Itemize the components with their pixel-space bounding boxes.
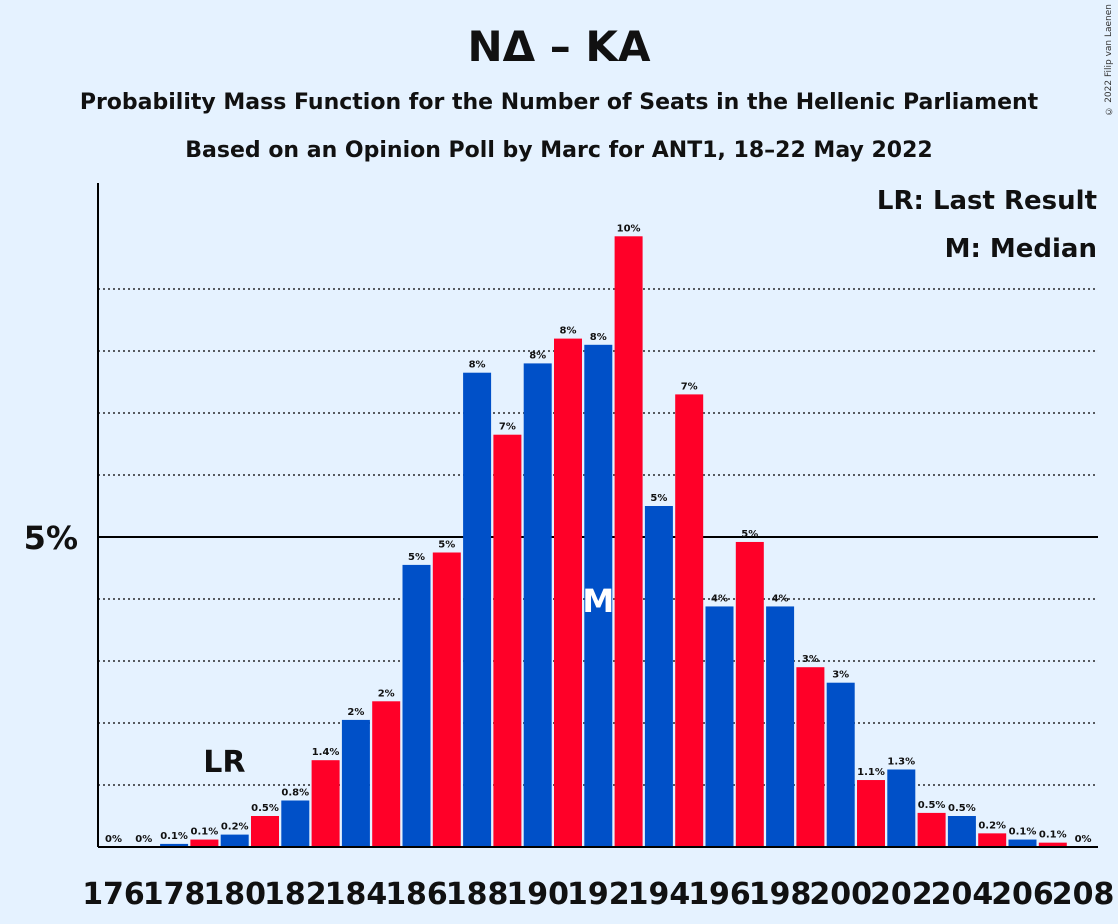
x-tick-label: 178 [143, 877, 206, 912]
data-label: 0.1% [1009, 827, 1037, 838]
data-label: 1.4% [312, 747, 340, 758]
data-label: 3% [832, 670, 849, 681]
data-label: 0.5% [251, 803, 279, 814]
bar-seat-202 [887, 769, 916, 847]
bar-seat-190 [523, 363, 552, 847]
bar-seat-207 [1038, 842, 1067, 847]
bar-seat-205 [978, 833, 1007, 847]
data-label: 5% [741, 529, 758, 540]
bar-seat-182 [281, 800, 310, 847]
x-tick-label: 190 [506, 877, 569, 912]
data-label: 10% [617, 223, 641, 234]
data-label: 0.5% [948, 803, 976, 814]
bar-seat-191 [554, 338, 582, 847]
median-marker: M [582, 582, 614, 620]
bar-seat-193 [614, 236, 643, 848]
bar-seat-206 [1008, 839, 1037, 847]
x-tick-label: 204 [931, 877, 994, 912]
bar-seat-195 [675, 394, 704, 847]
data-label: 0.8% [281, 788, 309, 799]
bar-seat-200 [826, 682, 855, 847]
data-label: 1.3% [887, 757, 915, 768]
bar-seat-199 [796, 667, 825, 847]
data-label: 2% [378, 688, 395, 699]
bar-seat-179 [190, 839, 219, 847]
data-label: 4% [772, 593, 789, 604]
x-tick-label: 208 [1052, 877, 1115, 912]
x-tick-label: 186 [385, 877, 448, 912]
data-label: 0.1% [160, 831, 188, 842]
bar-seat-181 [251, 816, 279, 847]
bar-seat-186 [402, 564, 431, 847]
data-label: 5% [408, 552, 425, 563]
data-label: 8% [560, 326, 577, 337]
bar-seat-192 [584, 344, 613, 847]
bar-seat-197 [735, 541, 764, 847]
bar-seat-194 [644, 506, 673, 847]
bar-seat-188 [463, 372, 492, 847]
chart-subtitle-2: Based on an Opinion Poll by Marc for ANT… [185, 138, 933, 163]
x-tick-label: 202 [870, 877, 933, 912]
last-result-marker: LR [203, 745, 245, 780]
data-label: 8% [590, 332, 607, 343]
x-tick-label: 176 [82, 877, 145, 912]
data-label: 0.2% [978, 820, 1006, 831]
data-label: 0.2% [221, 822, 249, 833]
x-tick-label: 184 [325, 877, 388, 912]
x-tick-label: 188 [446, 877, 509, 912]
x-tick-label: 182 [264, 877, 327, 912]
bar-seat-183 [311, 760, 340, 847]
data-label: 1.1% [857, 767, 885, 778]
x-tick-label: 200 [809, 877, 872, 912]
bar-seat-204 [947, 816, 976, 847]
data-label: 0% [135, 834, 152, 845]
chart-subtitle-1: Probability Mass Function for the Number… [79, 90, 1039, 115]
data-label: 0.5% [918, 800, 946, 811]
bar-seat-178 [160, 843, 189, 847]
legend-median: M: Median [945, 234, 1097, 264]
bar-seat-201 [857, 780, 885, 847]
data-label: 8% [469, 360, 486, 371]
x-tick-label: 206 [991, 877, 1054, 912]
bar-seat-189 [493, 434, 522, 847]
data-label: 0.1% [191, 827, 219, 838]
bar-seat-198 [766, 606, 795, 847]
data-label: 7% [681, 381, 698, 392]
data-label: 0% [105, 834, 122, 845]
chart-title: ΝΔ – ΚΑ [467, 22, 651, 71]
bar-seat-196 [705, 606, 734, 847]
bar-seat-185 [372, 701, 401, 847]
x-tick-label: 180 [203, 877, 266, 912]
bar-seat-184 [341, 719, 370, 847]
data-label: 4% [711, 593, 728, 604]
x-tick-label: 198 [749, 877, 812, 912]
legend-last-result: LR: Last Result [877, 186, 1097, 216]
x-tick-label: 194 [628, 877, 691, 912]
data-label: 7% [499, 422, 516, 433]
bar-seat-180 [220, 834, 249, 847]
y-tick-label: 5% [24, 519, 78, 557]
data-label: 0.1% [1039, 830, 1067, 841]
x-tick-label: 196 [688, 877, 751, 912]
data-label: 3% [802, 654, 819, 665]
x-tick-label: 192 [567, 877, 630, 912]
data-label: 5% [438, 540, 455, 551]
data-label: 0% [1075, 834, 1092, 845]
data-label: 2% [347, 707, 364, 718]
data-label: 8% [529, 350, 546, 361]
data-label: 5% [650, 493, 667, 504]
bar-seat-187 [432, 552, 461, 847]
bar-seat-203 [917, 812, 946, 847]
